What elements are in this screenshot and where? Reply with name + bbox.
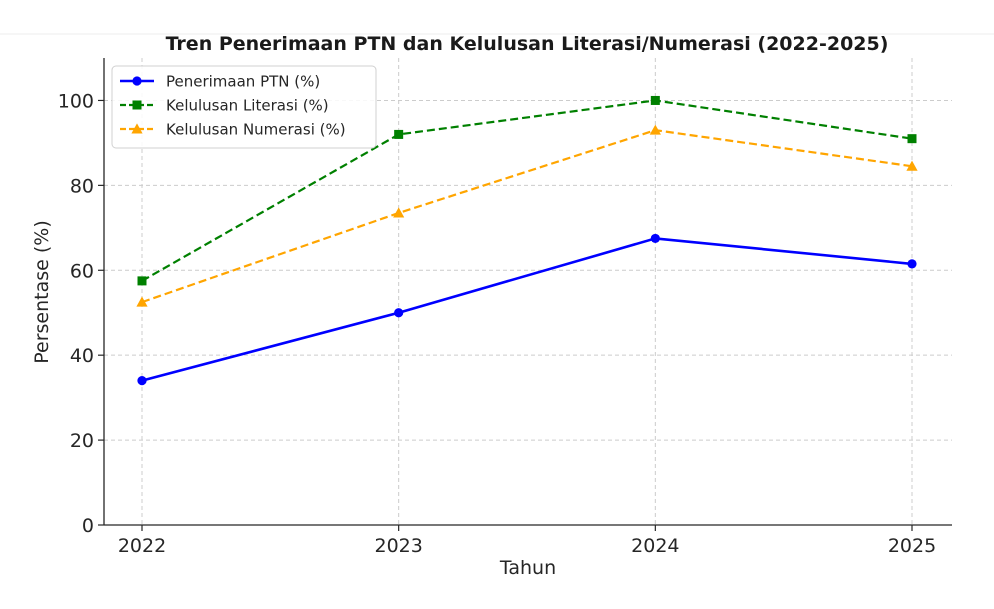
series-2 — [137, 95, 917, 286]
x-tick-label: 2022 — [118, 535, 166, 557]
legend-swatch-marker — [132, 100, 142, 110]
x-tick-label: 2024 — [631, 535, 679, 557]
legend-swatch-marker — [132, 76, 142, 86]
y-tick-label: 80 — [70, 175, 94, 197]
y-axis-label: Persentase (%) — [31, 220, 53, 364]
data-point — [649, 124, 661, 135]
series-line — [141, 99, 913, 282]
legend-box — [111, 65, 377, 149]
y-tick-label: 40 — [70, 345, 94, 367]
legend: Penerimaan PTN (%) Kelulusan Literasi (%)… — [111, 65, 377, 149]
data-point — [137, 276, 147, 286]
axes: 0 20 40 60 80 100 2022 2023 2024 2025 — [58, 58, 952, 557]
legend-entry-label: Penerimaan PTN (%) — [166, 73, 320, 91]
data-point — [906, 160, 918, 171]
y-tick-label: 0 — [82, 515, 94, 537]
data-point — [907, 259, 917, 269]
x-tick-label: 2025 — [888, 535, 936, 557]
series-layer — [136, 95, 918, 386]
y-tick-label: 60 — [70, 260, 94, 282]
series-3 — [136, 124, 918, 307]
data-point — [393, 207, 405, 218]
data-point — [907, 134, 917, 144]
legend-entry-label: Kelulusan Literasi (%) — [166, 97, 329, 115]
data-point — [137, 376, 147, 386]
chart-title: Tren Penerimaan PTN dan Kelulusan Litera… — [166, 33, 889, 55]
series-line — [141, 237, 913, 382]
y-tick-label: 20 — [70, 430, 94, 452]
x-axis-label: Tahun — [499, 557, 556, 579]
data-point — [650, 95, 660, 105]
data-point — [136, 296, 148, 307]
x-tick-label: 2023 — [374, 535, 422, 557]
series-1 — [137, 233, 917, 386]
y-tick-label: 100 — [58, 90, 94, 112]
data-point — [394, 129, 404, 139]
data-point — [394, 308, 404, 318]
data-point — [650, 233, 660, 244]
series-line — [141, 129, 913, 304]
legend-entry-label: Kelulusan Numerasi (%) — [166, 121, 346, 139]
legend-swatch-marker — [131, 123, 143, 134]
